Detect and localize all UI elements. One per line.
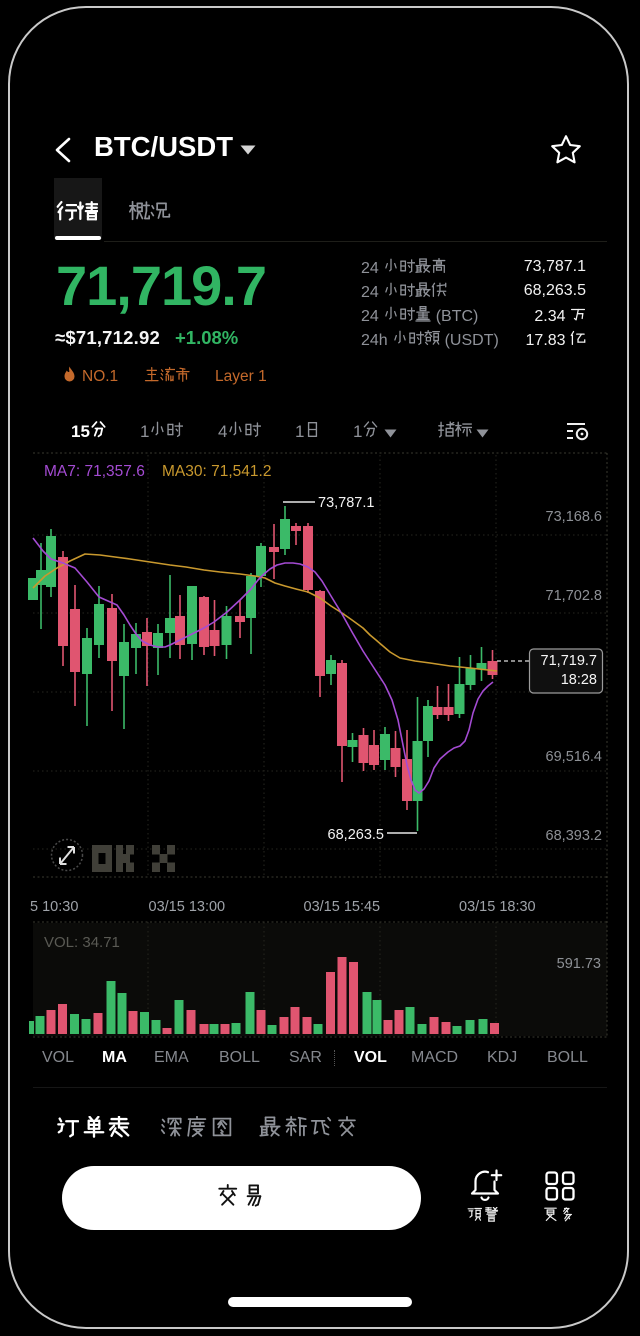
svg-text:03/15 18:30: 03/15 18:30 [459,899,536,915]
svg-text:71,719.7: 71,719.7 [541,653,597,669]
svg-text:VOL: 34.71: VOL: 34.71 [44,934,120,951]
svg-text:73,787.1: 73,787.1 [318,495,374,511]
svg-text:591.73: 591.73 [557,956,601,972]
svg-text:73,168.6: 73,168.6 [546,509,602,525]
svg-text:MA7: 71,357.6: MA7: 71,357.6 [44,463,145,480]
svg-text:03/15 15:45: 03/15 15:45 [304,899,381,915]
svg-text:MA30: 71,541.2: MA30: 71,541.2 [162,463,271,480]
svg-text:18:28: 18:28 [561,672,597,688]
svg-text:71,702.8: 71,702.8 [546,588,602,604]
svg-text:5 10:30: 5 10:30 [30,899,78,915]
svg-text:03/15 13:00: 03/15 13:00 [149,899,226,915]
svg-text:69,516.4: 69,516.4 [546,749,602,765]
svg-text:68,393.2: 68,393.2 [546,828,602,844]
svg-text:68,263.5: 68,263.5 [328,827,384,843]
